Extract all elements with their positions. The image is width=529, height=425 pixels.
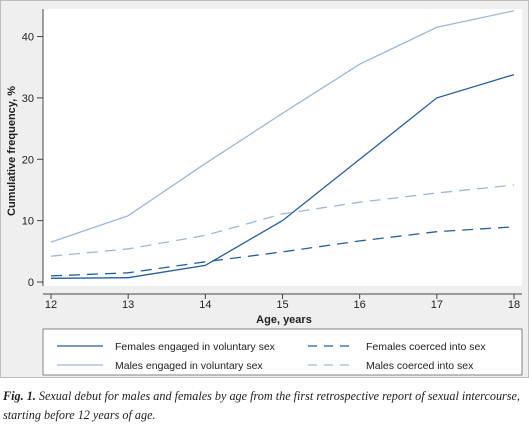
- line-chart: 0 10 20 30 40 12 13 14 15 16 17 18 Cumulative freq…: [6, 9, 523, 376]
- x-ticks: 12 13 14 15 16 17 18: [45, 294, 520, 311]
- x-axis-title: Age, years: [256, 314, 312, 326]
- plot-area: [43, 9, 522, 286]
- series-line-males-engaged-in-voluntary-sex: [50, 10, 515, 243]
- y-tick-label: 10: [22, 216, 34, 228]
- legend-label: Males coerced into sex: [366, 360, 474, 372]
- caption-label: Fig. 1.: [3, 389, 36, 403]
- x-tick-label: 18: [508, 299, 520, 311]
- legend-label: Females engaged in voluntary sex: [115, 341, 276, 353]
- y-ticks: 0 10 20 30 40: [22, 32, 43, 289]
- x-tick-label: 12: [45, 299, 57, 311]
- series-line-males-coerced-into-sex: [50, 184, 515, 257]
- legend-label: Females coerced into sex: [366, 341, 486, 353]
- y-tick-label: 30: [22, 93, 34, 105]
- caption-text: Sexual debut for males and females by ag…: [3, 389, 520, 422]
- legend-box: [42, 328, 523, 376]
- x-tick-label: 17: [431, 299, 443, 311]
- series-lines: [50, 10, 515, 279]
- x-tick-label: 14: [199, 299, 211, 311]
- y-tick-label: 20: [22, 154, 34, 166]
- x-tick-label: 16: [354, 299, 366, 311]
- y-tick-label: 0: [28, 277, 34, 289]
- x-tick-label: 13: [122, 299, 134, 311]
- series-line-females-engaged-in-voluntary-sex: [50, 73, 515, 279]
- series-line-females-coerced-into-sex: [50, 226, 515, 277]
- legend: Females engaged in voluntary sex Females …: [42, 328, 523, 376]
- y-tick-label: 40: [22, 32, 34, 44]
- figure-caption: Fig. 1. Sexual debut for males and femal…: [3, 387, 529, 425]
- y-axis-title: Cumulative frequency, %: [6, 86, 18, 216]
- legend-label: Males engaged in voluntary sex: [115, 360, 263, 372]
- x-tick-label: 15: [276, 299, 288, 311]
